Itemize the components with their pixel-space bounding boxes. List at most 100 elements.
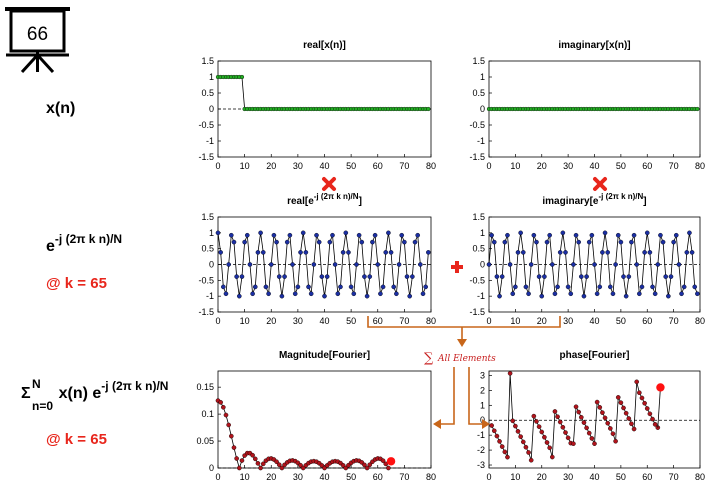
x-tick-label: 10 [240, 316, 250, 326]
data-point [515, 250, 521, 255]
data-point [579, 274, 584, 279]
data-point [239, 458, 245, 463]
data-point [594, 291, 600, 297]
y-tick-label: 0.5 [201, 244, 214, 254]
series-line [491, 373, 659, 461]
x-tick-label: 60 [642, 161, 652, 171]
data-point [613, 262, 618, 267]
y-tick-label: -1 [477, 136, 485, 146]
data-point [650, 416, 655, 422]
data-point [602, 415, 608, 421]
data-point [597, 405, 603, 410]
chart-magnitude: Magnitude[Fourier] 0 10 20 30 40 50 60 70 80 0.15 0… [196, 350, 436, 482]
x-tick-label: 30 [293, 161, 303, 171]
chart-phase: phase[Fourier]010203040506070803210-1-2-… [477, 350, 705, 482]
data-point [260, 461, 266, 467]
data-point [605, 250, 610, 255]
data-point [380, 458, 386, 463]
data-point [497, 439, 502, 444]
chart-title-exponent: -j (2π k n)/N [599, 192, 644, 201]
data-point [568, 291, 574, 297]
data-point [520, 250, 526, 255]
data-point [531, 232, 537, 238]
x-tick-label: 80 [426, 472, 436, 482]
data-point [226, 262, 231, 267]
data-point [266, 291, 271, 297]
data-point [579, 415, 584, 420]
data-point [510, 418, 516, 424]
data-point [351, 291, 357, 297]
data-point [528, 262, 534, 267]
data-point [221, 404, 226, 410]
data-point [364, 465, 370, 471]
data-point [600, 410, 605, 415]
data-point [550, 454, 555, 460]
data-point [637, 291, 642, 297]
data-point [589, 232, 595, 238]
data-point [255, 461, 261, 466]
x-tick-label: 30 [563, 161, 573, 171]
data-point [362, 462, 367, 468]
data-point [491, 428, 497, 434]
data-point [539, 429, 545, 435]
x-tick-label: 30 [563, 472, 573, 482]
data-point [531, 413, 537, 419]
data-point [386, 230, 391, 236]
plot-frame [217, 370, 432, 469]
data-point [608, 284, 613, 290]
data-point [282, 274, 287, 279]
x-tick-label: 30 [563, 316, 573, 326]
data-point [423, 284, 428, 290]
x-tick-label: 50 [346, 316, 356, 326]
x-tick-label: 70 [399, 161, 409, 171]
data-point [343, 465, 349, 471]
data-point [518, 434, 523, 439]
x-tick-label: 0 [215, 161, 220, 171]
y-tick-label: 0.5 [472, 244, 485, 254]
x-tick-label: 0 [486, 161, 491, 171]
data-point [689, 250, 695, 255]
y-tick-label: 1.5 [201, 212, 214, 222]
data-point [692, 284, 698, 290]
x-tick-label: 30 [293, 316, 303, 326]
data-point [494, 433, 500, 439]
y-tick-label: -0.5 [469, 275, 485, 285]
chart-title-base: imaginary[e [542, 196, 599, 207]
x-tick-label: 20 [537, 316, 547, 326]
data-point [330, 232, 335, 238]
data-point [370, 239, 375, 245]
chart-title-base: real[e [287, 196, 314, 207]
x-tick-label: 40 [319, 316, 329, 326]
x-tick-label: 10 [510, 316, 520, 326]
data-point [658, 232, 663, 238]
y-tick-label: 0.05 [196, 436, 214, 446]
data-point [634, 379, 640, 385]
data-point [560, 230, 566, 236]
data-point [565, 284, 571, 290]
y-tick-label: -1.5 [198, 152, 214, 162]
x-tick-label: 10 [240, 472, 250, 482]
data-point [420, 291, 426, 297]
data-point [258, 230, 263, 236]
y-tick-label: 1 [209, 72, 214, 82]
data-point [634, 262, 640, 267]
y-tick-label: 0 [480, 104, 485, 114]
chart-imag-kernel: imaginary[e-j (2π k n)/N]0 10 20 30 40 50 60 70… [469, 192, 705, 326]
x-tick-label: 70 [669, 161, 679, 171]
data-point [526, 450, 531, 455]
data-point [615, 395, 621, 400]
x-tick-label: 20 [266, 472, 276, 482]
data-point [555, 284, 560, 290]
kernel-label: e-j (2π k n)/N [46, 232, 122, 256]
x-tick-label: 40 [589, 316, 599, 326]
chart-title: real[e-j (2π k n)/N] [287, 192, 362, 207]
data-point [542, 274, 547, 279]
data-point [563, 250, 568, 255]
data-point [494, 274, 500, 279]
x-tick-label: 50 [346, 161, 356, 171]
data-point [415, 232, 420, 238]
data-point [608, 426, 613, 431]
data-point [676, 262, 682, 267]
data-point [236, 293, 242, 299]
